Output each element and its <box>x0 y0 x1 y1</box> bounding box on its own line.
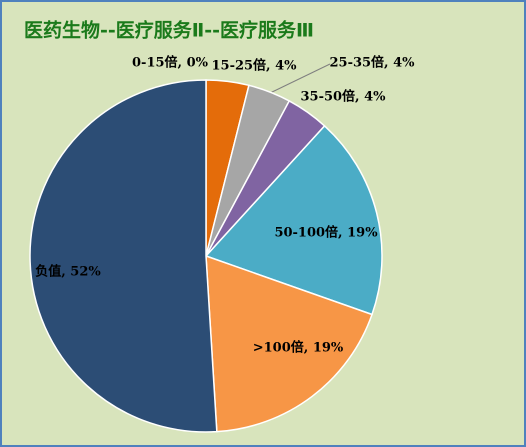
data-label: 15-25倍, 4% <box>211 58 297 74</box>
data-label: >100倍, 19% <box>253 340 344 356</box>
data-label: 25-35倍, 4% <box>329 55 415 71</box>
data-label: 35-50倍, 4% <box>300 89 386 105</box>
data-label: 50-100倍, 19% <box>274 225 378 241</box>
pie-slice <box>204 124 383 316</box>
pie-slice <box>29 79 218 433</box>
data-label: 负值, 52% <box>35 264 101 280</box>
pie-slice <box>205 254 373 433</box>
data-label: 0-15倍, 0% <box>132 55 209 71</box>
chart-title: 医药生物--医疗服务Ⅱ--医疗服务Ⅲ <box>24 19 314 42</box>
leader-line <box>267 63 331 95</box>
